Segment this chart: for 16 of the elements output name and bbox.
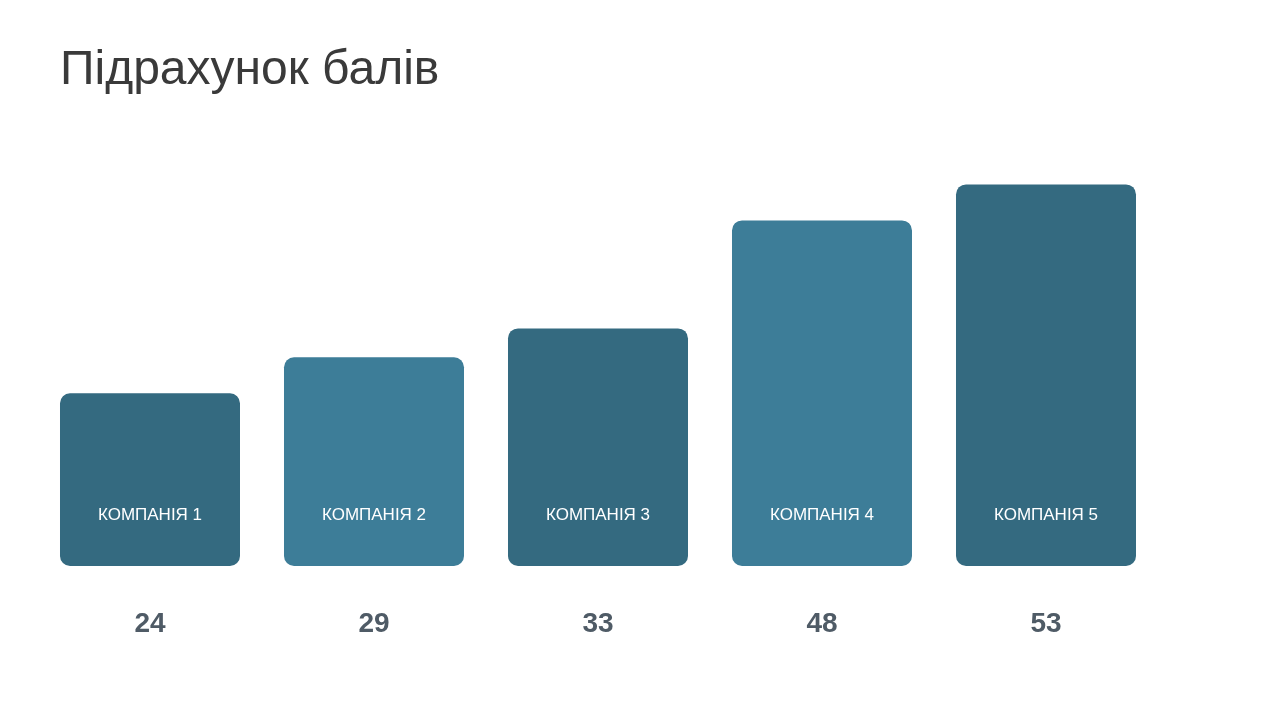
- bar: [508, 328, 688, 566]
- data-label: 24: [134, 606, 166, 638]
- chart-title: Підрахунок балів: [60, 40, 440, 95]
- data-label: 33: [582, 606, 614, 638]
- x-tick-label: КОМПАНІЯ 1: [97, 504, 203, 524]
- bar: [60, 393, 240, 566]
- data-label: 29: [358, 606, 390, 638]
- bar: [284, 357, 464, 566]
- x-tick-label: КОМПАНІЯ 5: [993, 504, 1099, 524]
- data-label: 48: [806, 606, 838, 638]
- data-label: 53: [1030, 606, 1062, 638]
- x-tick-label: КОМПАНІЯ 2: [321, 504, 427, 524]
- bar: [732, 220, 912, 566]
- bar: [956, 184, 1136, 566]
- x-tick-label: КОМПАНІЯ 4: [769, 504, 875, 524]
- x-tick-label: КОМПАНІЯ 3: [545, 504, 651, 524]
